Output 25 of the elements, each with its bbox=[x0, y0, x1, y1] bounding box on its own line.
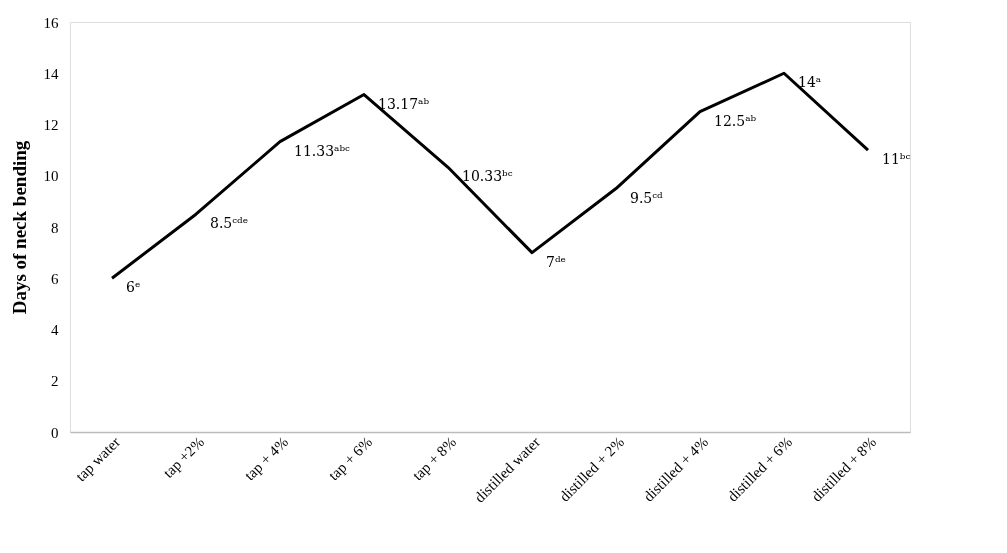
y-tick-label: 12 bbox=[43, 117, 59, 133]
data-label: 14ᵃ bbox=[798, 74, 822, 91]
y-tick-label: 6 bbox=[51, 270, 59, 287]
data-label: 10.33ᵇᶜ bbox=[462, 168, 513, 185]
x-tick-label: tap + 8% bbox=[409, 433, 460, 484]
y-tick-label: 14 bbox=[43, 65, 59, 82]
y-tick-label: 8 bbox=[51, 219, 59, 236]
y-tick-label: 0 bbox=[51, 424, 59, 441]
x-tick-label: tap + 6% bbox=[325, 433, 376, 484]
y-tick-label: 10 bbox=[43, 168, 59, 185]
data-label: 9.5ᶜᵈ bbox=[630, 189, 664, 206]
x-tick-label: tap + 4% bbox=[241, 433, 292, 484]
y-tick-label: 16 bbox=[43, 14, 59, 31]
data-label: 13.17ᵃᵇ bbox=[378, 95, 430, 112]
line-series bbox=[110, 71, 870, 280]
data-label: 11ᵇᶜ bbox=[882, 151, 911, 168]
data-label: 7ᵈᵉ bbox=[546, 253, 566, 270]
y-tick-label: 4 bbox=[51, 322, 59, 338]
data-label: 11.33ᵃᵇᶜ bbox=[294, 142, 351, 159]
y-tick-label: 2 bbox=[51, 373, 59, 390]
y-axis-title: Days of neck bending bbox=[8, 140, 30, 315]
data-label: 6ᵉ bbox=[126, 279, 141, 296]
data-label: 12.5ᵃᵇ bbox=[714, 112, 757, 129]
x-tick-label: tap +2% bbox=[160, 433, 208, 481]
data-label: 8.5ᶜᵈᵉ bbox=[210, 215, 249, 232]
